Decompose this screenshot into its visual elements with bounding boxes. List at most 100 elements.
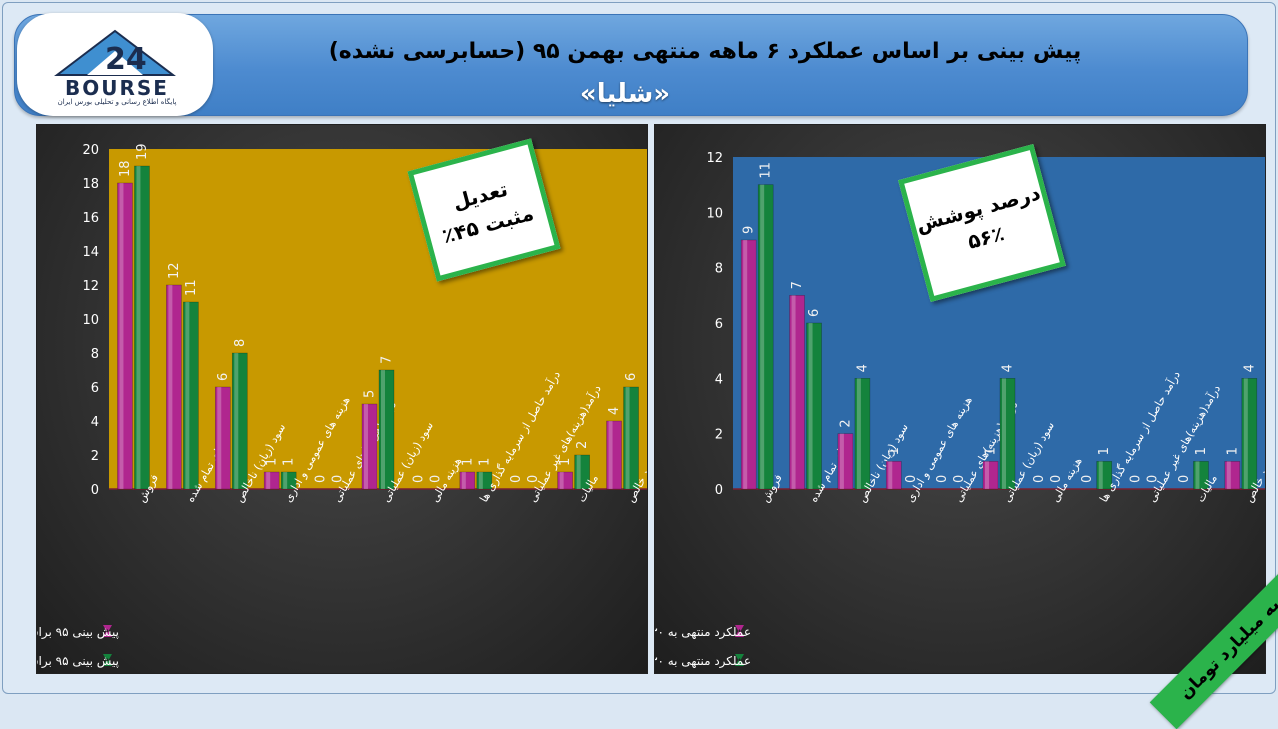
data-label: 0 (1080, 475, 1095, 483)
svg-text:24: 24 (105, 42, 147, 77)
bar-highlight (136, 166, 141, 489)
bar (263, 471, 280, 490)
bar-highlight (1243, 378, 1248, 489)
bar-highlight (217, 387, 222, 489)
data-label: 1 (282, 458, 297, 466)
bar-highlight (791, 295, 796, 489)
data-label: 6 (624, 373, 639, 381)
legend-label: عملکرد منتهی به ۹۴/۱۱/۳۰ (655, 625, 751, 640)
data-label: 0 (904, 475, 919, 483)
y-tick-label: 0 (91, 483, 99, 498)
bar-highlight (559, 472, 564, 489)
data-label: 0 (314, 475, 329, 483)
data-label: 0 (331, 475, 346, 483)
data-label: 1 (1097, 447, 1112, 455)
bar (557, 471, 573, 490)
logo-tagline: پایگاه اطلاع رسانی و تحلیلی بورس ایران (57, 98, 177, 106)
legend-marker-icon (103, 654, 112, 666)
header-banner: پیش بینی بر اساس عملکرد ۶ ماهه منتهی بهم… (14, 14, 1248, 116)
data-label: 0 (411, 475, 426, 483)
y-tick-label: 6 (91, 381, 99, 396)
data-label: 1 (460, 458, 475, 466)
plot-area (109, 149, 647, 489)
bar-highlight (283, 472, 288, 489)
bar (1224, 461, 1241, 490)
bar-highlight (743, 240, 748, 489)
bar (999, 378, 1016, 490)
bar (166, 284, 182, 490)
bar (623, 386, 639, 490)
data-label: 0 (1049, 475, 1064, 483)
bar-highlight (381, 370, 385, 489)
data-label: 7 (380, 356, 395, 364)
data-label: 2 (575, 441, 590, 449)
bar-highlight (461, 472, 466, 489)
y-tick-label: 2 (91, 449, 99, 464)
y-tick-label: 4 (91, 415, 99, 430)
data-label: 7 (790, 281, 805, 289)
y-tick-label: 16 (82, 211, 99, 226)
bar-highlight (364, 404, 368, 489)
bar-highlight (856, 378, 861, 489)
bar (606, 420, 622, 490)
data-label: 8 (233, 339, 248, 347)
bar-highlight (888, 461, 893, 489)
bar (117, 182, 133, 490)
bar (1193, 461, 1209, 490)
bar (280, 471, 297, 490)
data-label: 9 (742, 226, 757, 234)
bar-highlight (760, 184, 765, 489)
y-tick-label: 2 (715, 428, 723, 443)
y-tick-label: 6 (715, 317, 723, 332)
logo-text: BOURSE (65, 76, 169, 100)
bar-highlight (234, 353, 239, 489)
bar (134, 165, 150, 490)
data-label: 19 (135, 143, 150, 160)
data-label: 0 (1177, 475, 1192, 483)
data-label: 0 (1146, 475, 1161, 483)
bar (214, 386, 231, 490)
data-label: 0 (1129, 475, 1144, 483)
bar (757, 184, 774, 490)
data-label: 0 (428, 475, 443, 483)
data-label: 1 (558, 458, 573, 466)
y-tick-label: 8 (91, 347, 99, 362)
bar (183, 301, 199, 490)
data-label: 11 (759, 162, 774, 179)
data-label: 4 (855, 364, 870, 372)
bourse-logo: 24 BOURSE پایگاه اطلاع رسانی و تحلیلی بو… (17, 13, 213, 116)
bar (574, 454, 590, 490)
y-tick-label: 14 (82, 245, 99, 260)
legend-marker-icon (735, 654, 744, 666)
bar-highlight (839, 433, 844, 489)
legend-label: عملکرد منتهی به ۹۵/۱۱/۳۰ (655, 654, 751, 669)
y-tick-label: 10 (82, 313, 99, 328)
bar-highlight (1002, 378, 1006, 489)
data-label: 0 (509, 475, 524, 483)
bar (837, 433, 854, 490)
bar-highlight (1098, 461, 1103, 489)
bar-highlight (985, 461, 989, 489)
data-label: 6 (807, 309, 822, 317)
data-label: 0 (526, 475, 541, 483)
legend-marker-icon (103, 625, 112, 637)
bar-highlight (266, 472, 271, 489)
bar (789, 295, 805, 490)
bar (740, 239, 757, 490)
data-label: 1 (1194, 447, 1209, 455)
left-chart-panel: 0 2 4 6 8 10 12 14 16 18 20 18 19 فروش 12 11 بهای تمام ش… (0, 124, 660, 674)
y-tick-label: 4 (715, 372, 723, 387)
legend-marker-icon (735, 625, 744, 637)
bar-highlight (119, 183, 124, 489)
bar-highlight (576, 455, 581, 489)
data-label: 6 (216, 373, 231, 381)
bar (231, 352, 248, 490)
data-label: 1 (984, 447, 999, 455)
bar-highlight (185, 302, 190, 489)
y-tick-label: 12 (706, 151, 723, 166)
data-label: 1 (887, 447, 902, 455)
data-label: 4 (1242, 364, 1257, 372)
logo-mark-icon: 24 (54, 29, 176, 77)
